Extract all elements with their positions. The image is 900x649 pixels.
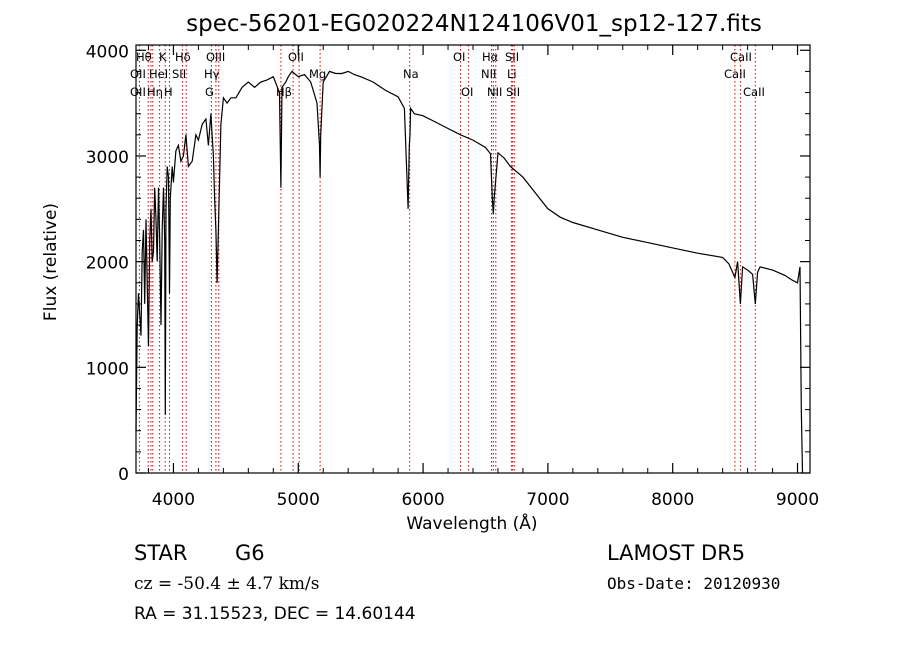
line-label-nii-2: NII — [487, 85, 502, 99]
x-tick-label-3: 7000 — [526, 490, 569, 510]
line-label-h-alpha: Hα — [482, 50, 499, 64]
line-label-oiii-1: OIII — [206, 50, 225, 64]
line-label-nii-1: NII — [481, 67, 496, 81]
plot-frame — [135, 44, 811, 474]
line-label-oi-2: OI — [461, 85, 473, 99]
line-label-sii-2: SII — [172, 67, 186, 81]
x-tick-label-5: 9000 — [776, 490, 819, 510]
line-label-oi-1: OI — [453, 50, 465, 64]
line-label-mg: Mg — [309, 67, 326, 81]
line-label-h-eta: Hη — [147, 85, 163, 99]
line-label-na: Na — [403, 67, 419, 81]
y-tick-label-1: 1000 — [86, 359, 129, 379]
line-label-h-delta: Hδ — [175, 50, 191, 64]
line-label-sii-1: SII — [505, 50, 519, 64]
line-label-g: G — [205, 85, 214, 99]
survey-name: LAMOST DR5 — [607, 541, 745, 565]
y-tick-label-4: 4000 — [86, 42, 129, 62]
spectrum-line — [135, 70, 804, 474]
line-label-h-theta: Hθ — [136, 50, 152, 64]
line-label-h: H — [164, 85, 173, 99]
y-tick-label-3: 3000 — [86, 148, 129, 168]
x-tick-label-4: 8000 — [651, 490, 694, 510]
x-tick-label-1: 5000 — [277, 490, 320, 510]
line-label-caii-3: CaII — [743, 85, 765, 99]
x-tick-label-0: 4000 — [152, 490, 195, 510]
object-class: STAR — [134, 541, 187, 565]
x-axis: 4000 5000 6000 7000 8000 9000 — [147, 45, 819, 510]
line-label-oiii-2: OII — [288, 50, 304, 64]
y-tick-label-0: 0 — [118, 465, 129, 485]
chart-title: spec-56201-EG020224N124106V01_sp12-127.f… — [186, 11, 762, 37]
line-label-k: K — [159, 50, 167, 64]
y-tick-label-2: 2000 — [86, 254, 129, 274]
line-label-sii-3: SII — [506, 85, 520, 99]
line-label-caii-1: CaII — [730, 50, 752, 64]
line-label-oii-2: OII — [130, 85, 146, 99]
line-label-h-beta: Hβ — [276, 85, 292, 99]
y-axis: 0 1000 2000 3000 4000 — [86, 42, 810, 485]
line-label-li: Li — [507, 67, 517, 81]
x-tick-label-2: 6000 — [401, 490, 444, 510]
observation-date: Obs-Date: 20120930 — [607, 574, 780, 593]
line-label-hei: HeI — [149, 67, 168, 81]
line-markers — [138, 45, 756, 473]
line-label-caii-2: CaII — [724, 67, 746, 81]
line-label-h-gamma: Hγ — [204, 67, 220, 81]
redshift-velocity: cz = -50.4 ± 4.7 km/s — [134, 574, 320, 594]
line-label-oii-1: OII — [130, 67, 146, 81]
object-subclass: G6 — [235, 541, 265, 565]
ra-dec: RA = 31.15523, DEC = 14.60144 — [134, 604, 416, 624]
x-axis-label: Wavelength (Å) — [406, 512, 537, 534]
y-axis-label: Flux (relative) — [41, 203, 61, 321]
